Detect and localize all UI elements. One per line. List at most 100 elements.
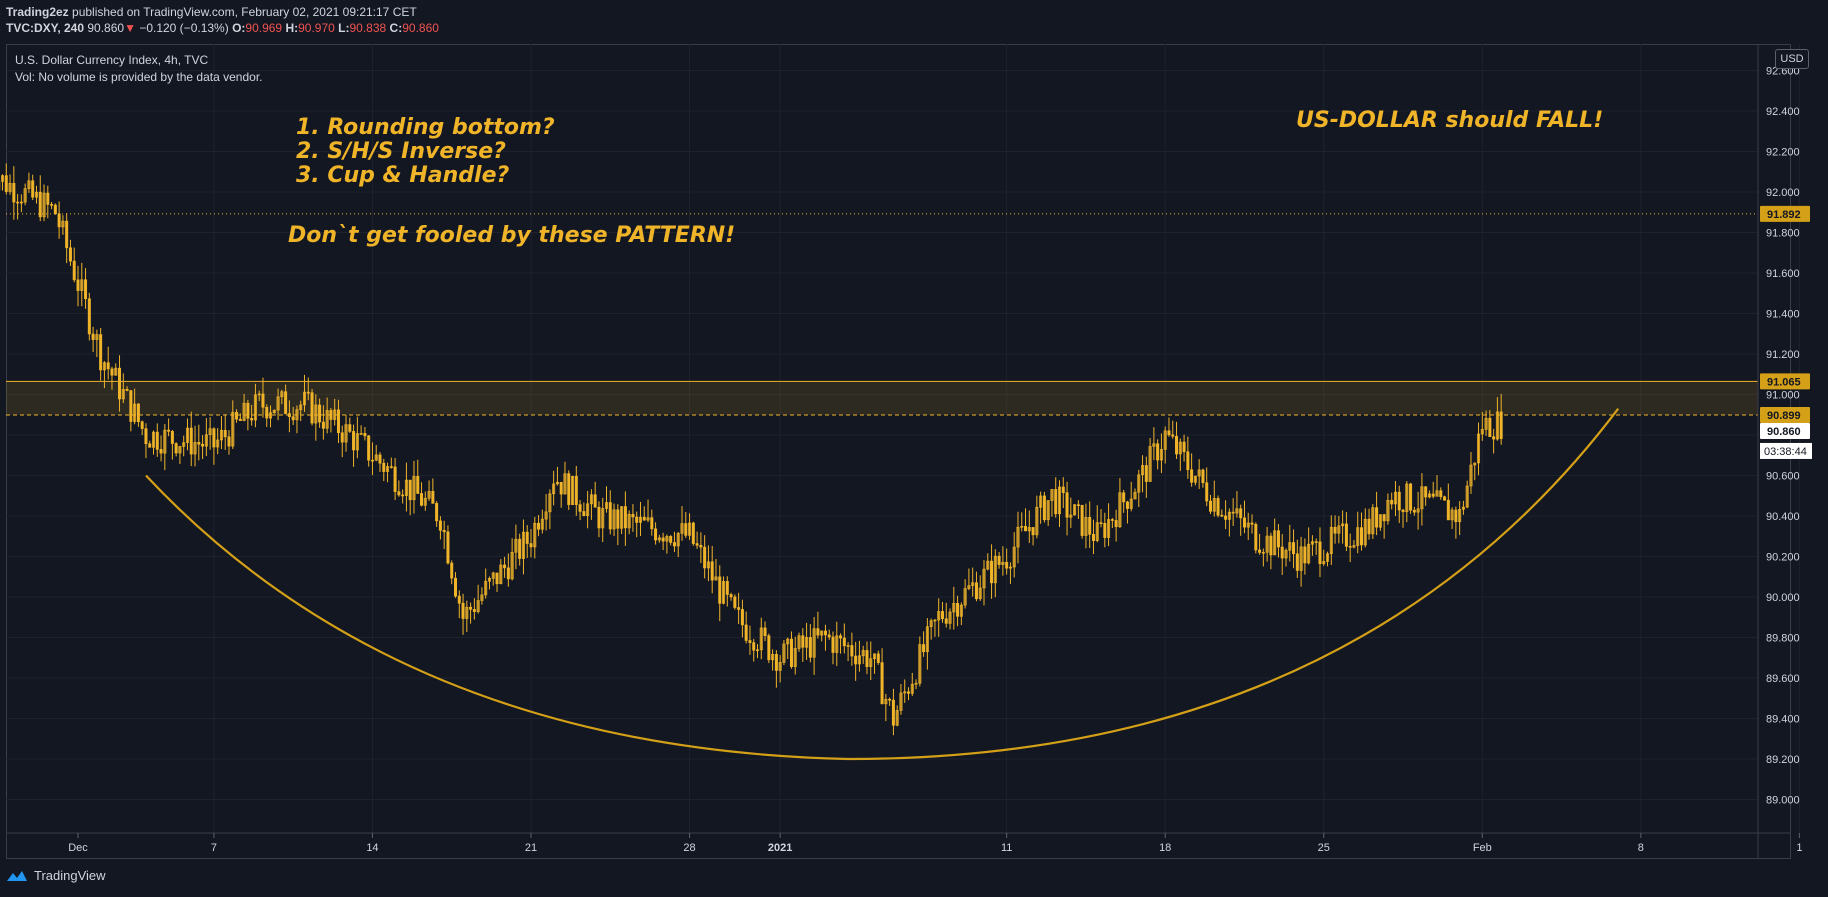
candle <box>831 631 835 665</box>
marker-90899: 90.899 <box>1767 410 1801 422</box>
candle-body <box>1065 492 1069 518</box>
price-tick-label: 92.000 <box>1766 187 1800 199</box>
candle-body <box>363 433 367 437</box>
open-value: 90.969 <box>245 21 283 35</box>
publish-header: Trading2ez published on TradingView.com,… <box>6 4 439 36</box>
candle-body <box>1382 514 1386 522</box>
price-axis: 92.60092.40092.20092.00091.80091.60091.4… <box>1766 66 1800 807</box>
candle <box>688 513 692 540</box>
candle <box>956 595 960 627</box>
candle-body <box>722 581 726 604</box>
legend-title[interactable]: U.S. Dollar Currency Index, 4h, TVC <box>15 53 209 67</box>
candle-body <box>31 180 35 198</box>
candle-body <box>442 530 446 533</box>
candle <box>487 576 491 590</box>
candle <box>1273 518 1277 556</box>
candle <box>265 404 269 427</box>
candle <box>189 411 193 467</box>
candle-body <box>102 362 106 371</box>
candle <box>1042 491 1046 523</box>
candle <box>1484 410 1488 436</box>
candle-body <box>1397 491 1401 511</box>
candle-body <box>1186 451 1190 471</box>
candle-body <box>1005 561 1009 569</box>
candle <box>1118 478 1122 529</box>
candle-body <box>740 609 744 626</box>
candle <box>76 265 80 307</box>
candle <box>1050 488 1054 517</box>
candle <box>846 642 850 662</box>
candle <box>835 621 839 666</box>
candle-body <box>325 410 329 429</box>
candle <box>174 442 178 457</box>
candle <box>16 193 20 220</box>
time-tick-label: Feb <box>1473 842 1492 854</box>
candle-body <box>706 561 710 569</box>
candle <box>231 400 235 449</box>
candle-body <box>1307 543 1311 564</box>
footer-brand[interactable]: TradingView <box>34 868 106 883</box>
candle <box>1375 491 1379 536</box>
candle <box>31 174 35 201</box>
candle-body <box>993 555 997 584</box>
candle-body <box>1144 465 1148 482</box>
time-tick-label: 11 <box>1001 842 1012 854</box>
candle-body <box>604 502 608 509</box>
countdown-label: 03:38:44 <box>1764 446 1807 458</box>
candles-layer <box>0 163 1503 736</box>
candle <box>604 486 608 513</box>
candle <box>363 427 367 441</box>
price-tick-label: 90.400 <box>1766 511 1800 523</box>
patterns-note: 1. Rounding bottom? 2. S/H/S Inverse? 3. C… <box>296 116 555 188</box>
candle <box>990 544 994 599</box>
candle <box>699 532 703 564</box>
candle-body <box>873 653 877 660</box>
currency-badge[interactable]: USD <box>1775 49 1809 69</box>
candle <box>1450 507 1454 529</box>
resistance-zone-layer <box>6 213 1758 416</box>
candle-body <box>1073 504 1077 516</box>
candle-body <box>189 427 193 455</box>
candle <box>1261 548 1265 567</box>
candle <box>1341 510 1345 544</box>
candle-body <box>8 182 12 192</box>
price-tick-label: 90.000 <box>1766 592 1800 604</box>
candle-body <box>136 403 140 422</box>
candle <box>1171 420 1175 439</box>
candle <box>1061 477 1065 509</box>
time-tick-label: 28 <box>683 842 695 854</box>
price-tick-label: 92.400 <box>1766 106 1800 118</box>
candle <box>1386 493 1390 525</box>
candle-body <box>91 333 95 340</box>
author-name[interactable]: Trading2ez <box>6 5 69 19</box>
candle-body <box>816 628 820 636</box>
candle <box>1393 481 1397 517</box>
change-text: −0.120 (−0.13%) <box>139 21 229 35</box>
candle-body <box>65 220 69 249</box>
candle <box>163 423 167 471</box>
candle <box>57 201 61 239</box>
candle <box>465 600 469 633</box>
candle-body <box>1477 433 1481 464</box>
candle-body <box>1141 465 1145 476</box>
candle-body <box>212 428 216 448</box>
candle <box>850 632 854 666</box>
candle <box>548 489 552 530</box>
candle <box>1314 538 1318 555</box>
candle <box>865 641 869 675</box>
candle-body <box>684 523 688 536</box>
candle <box>1231 498 1235 526</box>
candle-body <box>246 402 250 419</box>
candle <box>1144 456 1148 498</box>
candle <box>1227 508 1231 537</box>
candle <box>491 571 495 586</box>
candle <box>510 538 514 581</box>
candle-body <box>510 551 514 580</box>
candle <box>812 617 816 675</box>
candle <box>805 622 809 660</box>
candle <box>299 400 303 422</box>
candle <box>654 522 658 545</box>
candle <box>612 503 616 537</box>
candle <box>948 608 952 630</box>
